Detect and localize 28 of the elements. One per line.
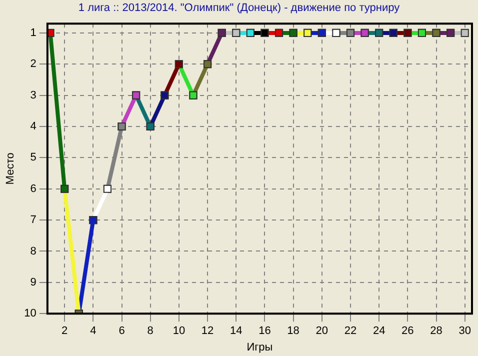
y-tick-label: 6	[30, 182, 36, 195]
y-tick-label: 2	[30, 58, 36, 70]
x-tick-label: 22	[344, 325, 357, 338]
y-tick-label: 3	[30, 89, 36, 102]
x-tick-label: 8	[147, 325, 154, 338]
y-tick-label: 1	[30, 26, 36, 39]
x-tick-label: 18	[287, 325, 300, 338]
x-tick-label: 28	[430, 325, 442, 338]
y-tick-label: 4	[30, 120, 36, 133]
y-axis-title: Место	[4, 152, 17, 185]
x-tick-label: 12	[201, 325, 214, 338]
y-tick-label: 5	[30, 152, 36, 164]
x-axis-title: Игры	[246, 341, 273, 354]
x-tick-label: 2	[62, 325, 68, 338]
x-tick-label: 6	[118, 325, 125, 338]
x-tick-label: 16	[258, 325, 271, 338]
x-tick-label: 26	[402, 325, 414, 338]
y-tick-label: 7	[30, 214, 36, 226]
x-tick-label: 4	[90, 325, 96, 338]
chart-title: 1 лига :: 2013/2014. "Олимпик" (Донецк) - движение по турниру	[77, 2, 401, 14]
x-tick-label: 10	[172, 325, 186, 338]
x-tick-label: 24	[372, 325, 386, 338]
x-tick-label: 20	[316, 325, 328, 338]
x-tick-label: 30	[458, 325, 471, 338]
y-tick-label: 9	[30, 276, 36, 288]
y-tick-label: 8	[30, 245, 36, 258]
y-tick-label: 10	[24, 308, 36, 320]
x-tick-label: 14	[230, 325, 242, 338]
